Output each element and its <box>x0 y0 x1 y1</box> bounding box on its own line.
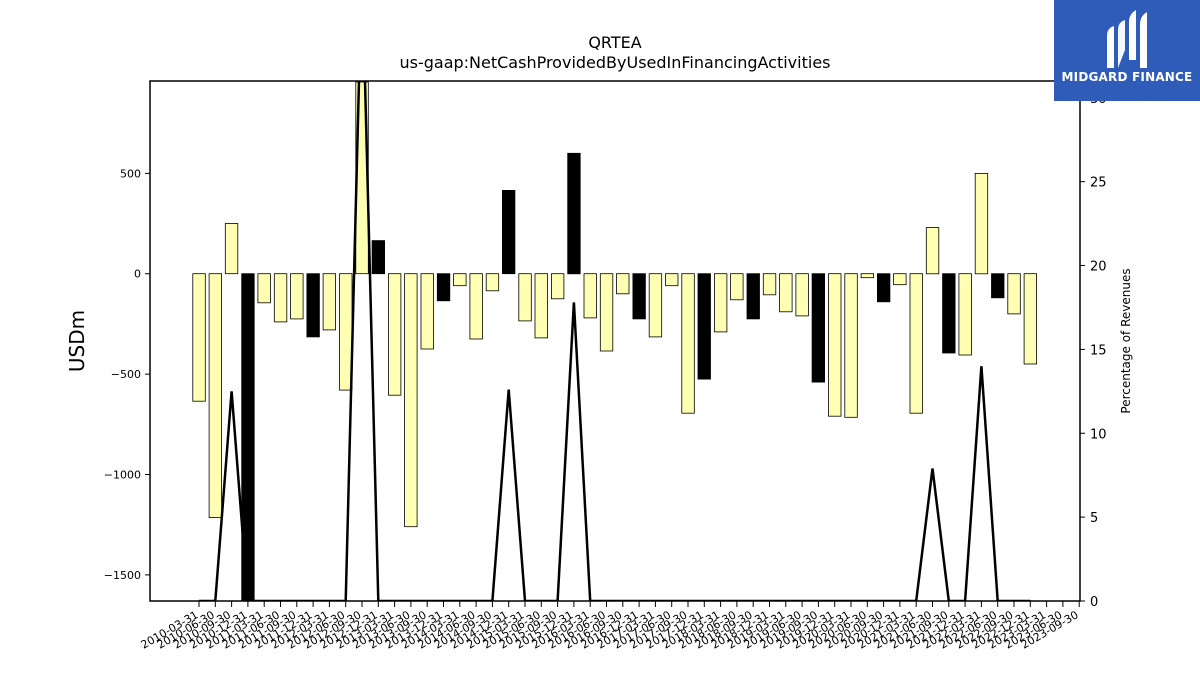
left-axis-ticks: 500 0 −500 −1000 −1500 <box>104 167 150 582</box>
bar-2015-03-31 <box>518 273 532 322</box>
chart-subtitle: us-gaap:NetCashProvidedByUsedInFinancing… <box>399 53 830 72</box>
plot-frame <box>149 80 1081 602</box>
bar-2018-06-30 <box>730 273 744 301</box>
bar-2014-12-31 <box>501 189 516 275</box>
bar-2016-09-30 <box>616 273 630 295</box>
bar-2019-12-31 <box>828 273 842 417</box>
bar-2016-12-31 <box>632 273 646 320</box>
bar-2012-12-31 <box>371 240 386 275</box>
y2-tick-label: 5 <box>1090 511 1098 526</box>
bar-2021-09-30 <box>942 273 956 354</box>
bar-2015-09-30 <box>551 273 565 300</box>
bar-2014-06-30 <box>469 273 483 340</box>
bar-2010-06-30 <box>208 273 223 519</box>
bar-series <box>192 81 1037 602</box>
bar-2019-06-30 <box>795 273 809 317</box>
logo-text: MIDGARD FINANCE <box>1061 70 1193 84</box>
bar-2010-09-30 <box>224 223 239 275</box>
bar-2013-06-30 <box>404 273 418 528</box>
bar-2014-03-31 <box>453 273 467 287</box>
bar-2015-06-30 <box>534 273 548 339</box>
bar-2022-09-30 <box>1007 273 1021 315</box>
bar-2020-09-30 <box>877 273 891 303</box>
y2-tick-label: 10 <box>1090 427 1107 442</box>
bar-2011-03-31 <box>257 273 271 304</box>
bar-2021-12-31 <box>958 273 972 356</box>
y2-tick-label: 20 <box>1090 260 1107 275</box>
bar-2018-03-31 <box>714 273 728 333</box>
bar-2013-03-31 <box>387 273 402 396</box>
bar-2011-06-30 <box>273 273 288 323</box>
midgard-m-logo-icon <box>1107 10 1147 68</box>
y-tick-label: −500 <box>111 368 141 381</box>
right-axis-ticks: 302520151050 <box>1080 92 1107 610</box>
bar-2017-12-31 <box>697 273 711 380</box>
y2-tick-label: 15 <box>1090 343 1107 358</box>
bar-2021-03-31 <box>909 273 923 414</box>
y2-axis-label: Percentage of Revenues <box>1119 268 1133 413</box>
bar-2011-12-31 <box>306 273 320 338</box>
bar-2017-09-30 <box>681 273 695 414</box>
y2-tick-label: 0 <box>1090 595 1098 610</box>
bar-2017-03-31 <box>648 273 663 338</box>
bar-2022-03-31 <box>974 172 989 275</box>
y-tick-label: −1500 <box>104 569 141 582</box>
bar-2020-03-31 <box>844 273 858 418</box>
bar-2019-09-30 <box>811 273 825 383</box>
x-axis-ticks: 2010-03-312010-06-302010-09-302010-12-31… <box>139 601 1081 652</box>
bar-2022-06-30 <box>991 273 1005 299</box>
bar-2013-09-30 <box>420 273 434 350</box>
bar-2018-09-30 <box>746 273 760 320</box>
y2-tick-label: 25 <box>1090 176 1107 191</box>
y-tick-label: 500 <box>120 167 141 180</box>
bar-2020-12-31 <box>893 273 907 286</box>
bar-2013-12-31 <box>436 273 451 302</box>
bar-2012-06-30 <box>339 273 353 391</box>
bar-2019-03-31 <box>779 273 793 313</box>
y-tick-label: 0 <box>134 268 141 281</box>
bar-2021-06-30 <box>925 227 940 275</box>
bar-2012-03-31 <box>322 273 337 331</box>
y-tick-label: −1000 <box>104 469 141 482</box>
bar-2015-12-31 <box>567 152 581 275</box>
bar-2014-09-30 <box>485 273 500 292</box>
midgard-finance-logo: MIDGARD FINANCE <box>1054 0 1200 101</box>
bar-2016-03-31 <box>583 273 597 319</box>
bar-2017-06-30 <box>665 273 679 287</box>
bar-2010-03-31 <box>192 273 206 402</box>
chart-title: QRTEA <box>588 33 641 52</box>
bar-2020-06-30 <box>860 273 874 279</box>
bar-2011-09-30 <box>290 273 304 320</box>
bar-2018-12-31 <box>762 273 777 296</box>
bar-2016-06-30 <box>599 273 614 352</box>
bar-2022-12-31 <box>1023 273 1037 365</box>
y-axis-label: USDm <box>65 310 89 372</box>
